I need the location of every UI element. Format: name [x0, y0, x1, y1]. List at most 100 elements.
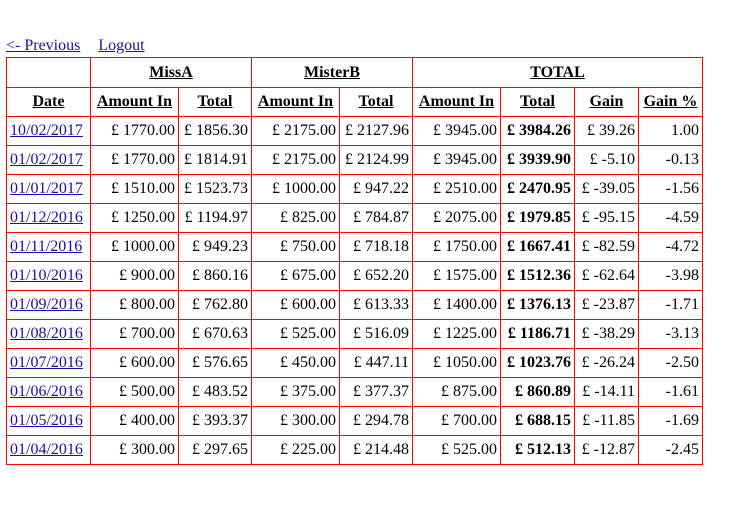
cell-misterb-total: £ 516.09: [339, 319, 413, 349]
top-nav: <- Previous Logout: [6, 37, 145, 55]
cell-missa-total: £ 860.16: [178, 261, 252, 291]
cell-missa-amount-in: £ 600.00: [90, 348, 179, 378]
cell-missa-amount-in: £ 300.00: [90, 435, 179, 465]
cell-date-link: 01/10/2016: [6, 261, 91, 291]
cell-misterb-total: £ 784.87: [339, 203, 413, 233]
cell-gain-percent: -3.13: [638, 319, 703, 349]
date-link[interactable]: 01/12/2016: [10, 209, 83, 226]
cell-total-total: £ 512.13: [500, 435, 575, 465]
cell-total-amount-in: £ 1225.00: [412, 319, 501, 349]
cell-misterb-amount-in: £ 750.00: [251, 232, 340, 262]
cell-gain-percent: -2.45: [638, 435, 703, 465]
cell-misterb-total: £ 2127.96: [339, 116, 413, 146]
col-header-total-amount-in: Amount In: [412, 87, 501, 117]
cell-date-link: 01/06/2016: [6, 377, 91, 407]
cell-total-amount-in: £ 2510.00: [412, 174, 501, 204]
cell-missa-amount-in: £ 700.00: [90, 319, 179, 349]
table-row: 01/02/2017 £ 1770.00 £ 1814.91 £ 2175.00 £ 2…: [6, 145, 703, 175]
date-link[interactable]: 01/09/2016: [10, 296, 83, 313]
cell-total-amount-in: £ 700.00: [412, 406, 501, 436]
table-row: 01/01/2017 £ 1510.00 £ 1523.73 £ 1000.00 £ 9…: [6, 174, 703, 204]
cell-total-total: £ 1376.13: [500, 290, 575, 320]
col-header-gain-percent: Gain %: [638, 87, 703, 117]
cell-total-amount-in: £ 1575.00: [412, 261, 501, 291]
cell-date-link: 01/04/2016: [6, 435, 91, 465]
cell-misterb-total: £ 613.33: [339, 290, 413, 320]
cell-missa-total: £ 1856.30: [178, 116, 252, 146]
cell-missa-amount-in: £ 900.00: [90, 261, 179, 291]
logout-link[interactable]: Logout: [98, 37, 145, 54]
cell-gain: £ -11.85: [574, 406, 639, 436]
cell-missa-total: £ 949.23: [178, 232, 252, 262]
cell-misterb-amount-in: £ 2175.00: [251, 145, 340, 175]
table-row: 01/11/2016 £ 1000.00 £ 949.23 £ 750.00 £ 718…: [6, 232, 703, 262]
cell-total-amount-in: £ 1400.00: [412, 290, 501, 320]
cell-misterb-total: £ 377.37: [339, 377, 413, 407]
col-header-missa-total: Total: [178, 87, 252, 117]
cell-missa-total: £ 762.80: [178, 290, 252, 320]
cell-gain: £ -26.24: [574, 348, 639, 378]
cell-total-total: £ 688.15: [500, 406, 575, 436]
table-row: 01/09/2016 £ 800.00 £ 762.80 £ 600.00 £ 613.…: [6, 290, 703, 320]
cell-missa-amount-in: £ 1250.00: [90, 203, 179, 233]
date-link[interactable]: 01/08/2016: [10, 325, 83, 342]
date-link[interactable]: 01/02/2017: [10, 151, 83, 168]
date-link[interactable]: 01/05/2016: [10, 412, 83, 429]
cell-gain: £ -62.64: [574, 261, 639, 291]
date-link[interactable]: 01/10/2016: [10, 267, 83, 284]
cell-gain-percent: -0.13: [638, 145, 703, 175]
cell-total-amount-in: £ 2075.00: [412, 203, 501, 233]
cell-gain: £ -5.10: [574, 145, 639, 175]
date-link[interactable]: 01/06/2016: [10, 383, 83, 400]
table-row: 01/08/2016 £ 700.00 £ 670.63 £ 525.00 £ 516.…: [6, 319, 703, 349]
cell-missa-total: £ 1523.73: [178, 174, 252, 204]
date-link[interactable]: 01/04/2016: [10, 441, 83, 458]
date-link[interactable]: 01/11/2016: [10, 238, 83, 255]
cell-misterb-amount-in: £ 525.00: [251, 319, 340, 349]
cell-missa-total: £ 1194.97: [178, 203, 252, 233]
cell-total-total: £ 1667.41: [500, 232, 575, 262]
cell-total-total: £ 2470.95: [500, 174, 575, 204]
cell-date-link: 01/01/2017: [6, 174, 91, 204]
cell-misterb-total: £ 652.20: [339, 261, 413, 291]
col-header-gain: Gain: [574, 87, 639, 117]
cell-gain: £ -82.59: [574, 232, 639, 262]
cell-misterb-amount-in: £ 450.00: [251, 348, 340, 378]
cell-total-total: £ 1186.71: [500, 319, 575, 349]
cell-gain: £ -95.15: [574, 203, 639, 233]
date-link[interactable]: 01/01/2017: [10, 180, 83, 197]
group-header-misterb: MisterB: [251, 57, 413, 88]
portfolio-table: MissA MisterB TOTAL Date Amount In Total…: [6, 57, 703, 465]
cell-missa-amount-in: £ 1770.00: [90, 116, 179, 146]
cell-date-link: 01/12/2016: [6, 203, 91, 233]
cell-gain-percent: 1.00: [638, 116, 703, 146]
table-row: 01/06/2016 £ 500.00 £ 483.52 £ 375.00 £ 377.…: [6, 377, 703, 407]
blank-header-cell: [6, 57, 91, 88]
cell-total-amount-in: £ 1050.00: [412, 348, 501, 378]
table-row: 01/05/2016 £ 400.00 £ 393.37 £ 300.00 £ 294.…: [6, 406, 703, 436]
cell-missa-amount-in: £ 400.00: [90, 406, 179, 436]
previous-link[interactable]: <- Previous: [6, 37, 81, 54]
cell-gain-percent: -2.50: [638, 348, 703, 378]
cell-missa-total: £ 1814.91: [178, 145, 252, 175]
table-row: 01/04/2016 £ 300.00 £ 297.65 £ 225.00 £ 214.…: [6, 435, 703, 465]
cell-misterb-amount-in: £ 600.00: [251, 290, 340, 320]
date-link[interactable]: 01/07/2016: [10, 354, 83, 371]
cell-misterb-amount-in: £ 675.00: [251, 261, 340, 291]
cell-missa-total: £ 297.65: [178, 435, 252, 465]
cell-gain-percent: -4.72: [638, 232, 703, 262]
cell-missa-amount-in: £ 1000.00: [90, 232, 179, 262]
table-row: 01/07/2016 £ 600.00 £ 576.65 £ 450.00 £ 447.…: [6, 348, 703, 378]
cell-gain: £ -38.29: [574, 319, 639, 349]
cell-date-link: 01/11/2016: [6, 232, 91, 262]
date-link[interactable]: 10/02/2017: [10, 122, 83, 139]
cell-misterb-total: £ 718.18: [339, 232, 413, 262]
col-header-total-total: Total: [500, 87, 575, 117]
cell-gain: £ -14.11: [574, 377, 639, 407]
cell-misterb-total: £ 214.48: [339, 435, 413, 465]
cell-missa-total: £ 483.52: [178, 377, 252, 407]
table-row: 10/02/2017 £ 1770.00 £ 1856.30 £ 2175.00 £ 2…: [6, 116, 703, 146]
cell-gain-percent: -1.71: [638, 290, 703, 320]
cell-total-total: £ 3939.90: [500, 145, 575, 175]
cell-gain: £ -23.87: [574, 290, 639, 320]
